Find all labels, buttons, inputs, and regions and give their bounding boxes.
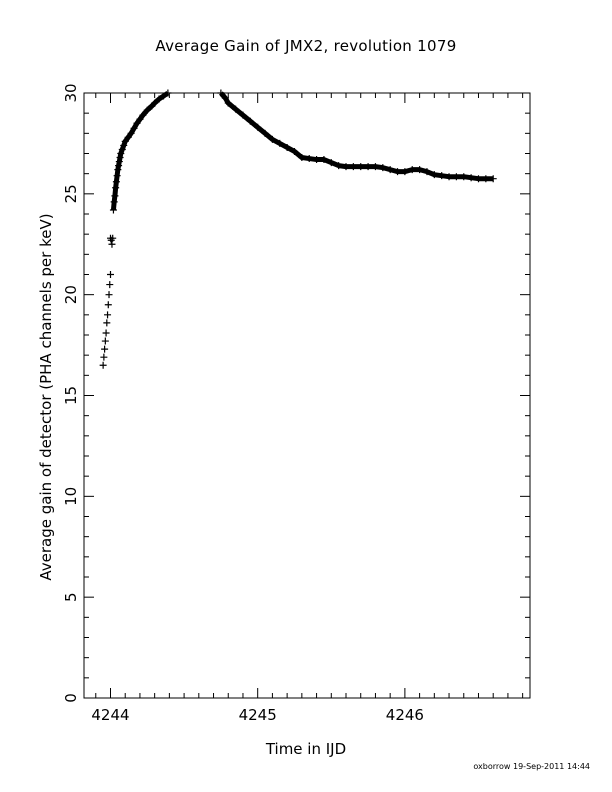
data-point <box>106 271 114 278</box>
y-tick-label: 10 <box>62 487 80 506</box>
data-point <box>106 281 114 289</box>
y-tick-label: 0 <box>62 693 80 703</box>
y-tick-label: 30 <box>62 83 80 102</box>
footer-credit: oxborrow 19-Sep-2011 14:44 <box>473 762 590 771</box>
data-point <box>104 311 112 319</box>
data-point <box>104 301 112 309</box>
series-trace <box>110 90 494 211</box>
x-axis-label: Time in IJD <box>265 740 347 758</box>
data-point <box>108 240 116 248</box>
y-tick-label: 15 <box>62 386 80 405</box>
x-tick-label: 4245 <box>239 706 277 724</box>
data-point <box>99 361 107 369</box>
x-tick-label: 4246 <box>386 706 424 724</box>
data-point <box>100 353 108 361</box>
y-tick-label: 5 <box>62 592 80 602</box>
x-tick-label: 4244 <box>91 706 129 724</box>
data-point <box>101 345 109 353</box>
y-tick-label: 20 <box>62 285 80 304</box>
y-tick-label: 25 <box>62 184 80 203</box>
data-point <box>102 329 110 337</box>
data-point <box>101 337 109 345</box>
plot-frame <box>83 92 531 699</box>
data-point <box>109 234 117 242</box>
chart-title: Average Gain of JMX2, revolution 1079 <box>155 37 457 55</box>
data-point <box>105 291 113 299</box>
data-point <box>103 319 111 327</box>
